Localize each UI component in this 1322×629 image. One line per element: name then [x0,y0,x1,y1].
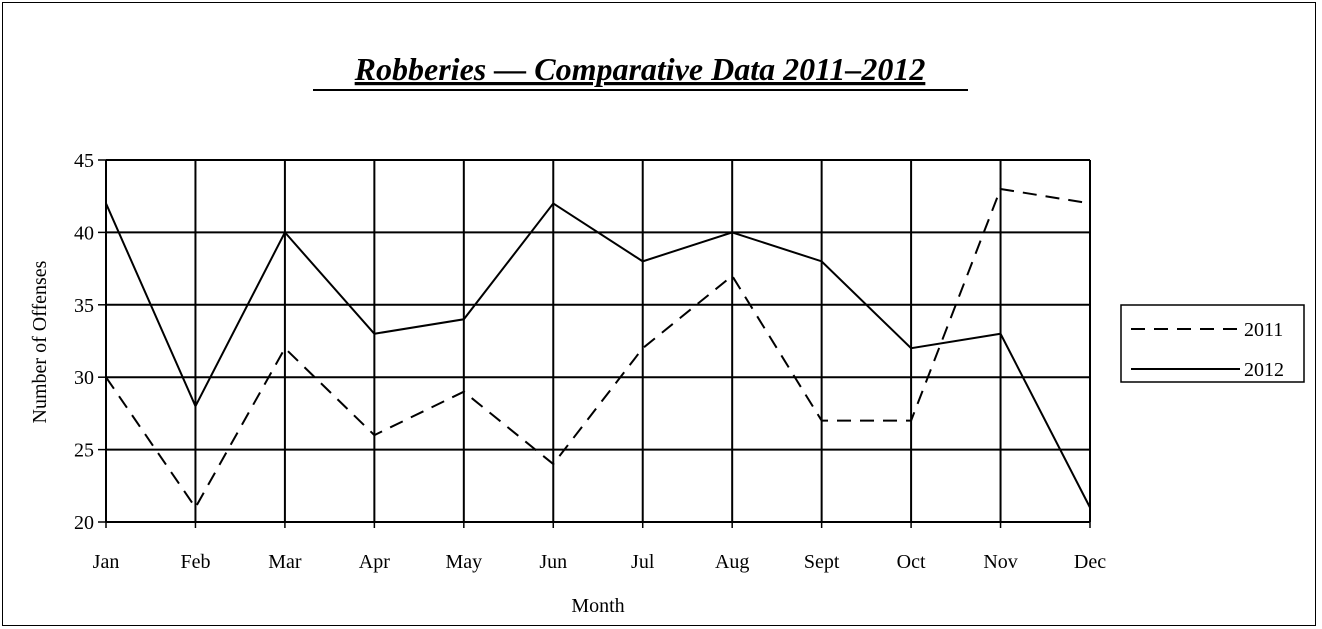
x-tick-label: Jul [631,551,655,573]
series-line-2011 [105,187,1091,510]
x-tick-label: Jan [93,551,120,573]
chart-title: Robberies — Comparative Data 2011–2012 [354,51,926,87]
x-tick-labels: Jan Feb Mar Apr May Jun Jul Aug Sept Oct Nov Dec [93,551,1107,573]
y-tick-label: 40 [74,222,94,244]
y-tick-label: 45 [74,150,94,172]
y-tick-label: 30 [74,367,94,389]
x-tick-label: Mar [268,551,302,573]
legend: 2011 2012 [1120,304,1305,383]
x-tick-label: Dec [1074,551,1106,573]
y-axis-label: Number of Offenses [29,260,51,423]
x-tick-label: Jun [539,551,567,573]
y-tick-label: 35 [74,295,94,317]
x-tick-label: Feb [180,551,210,573]
x-tick-label: Nov [983,551,1017,573]
series-group [105,187,1091,510]
x-tick-label: Sept [804,551,840,573]
x-axis-label: Month [571,595,624,617]
y-tick-label: 20 [74,512,94,534]
legend-label-2012: 2012 [1244,359,1284,381]
y-tick-labels: 20 25 30 35 40 45 [74,150,94,534]
y-tick-label: 25 [74,440,94,462]
x-tick-label: Apr [359,551,390,573]
series-line-2012 [105,202,1091,508]
x-tick-label: May [445,551,482,573]
x-tick-label: Oct [897,551,926,573]
legend-label-2011: 2011 [1244,319,1283,341]
x-tick-label: Aug [715,551,749,573]
